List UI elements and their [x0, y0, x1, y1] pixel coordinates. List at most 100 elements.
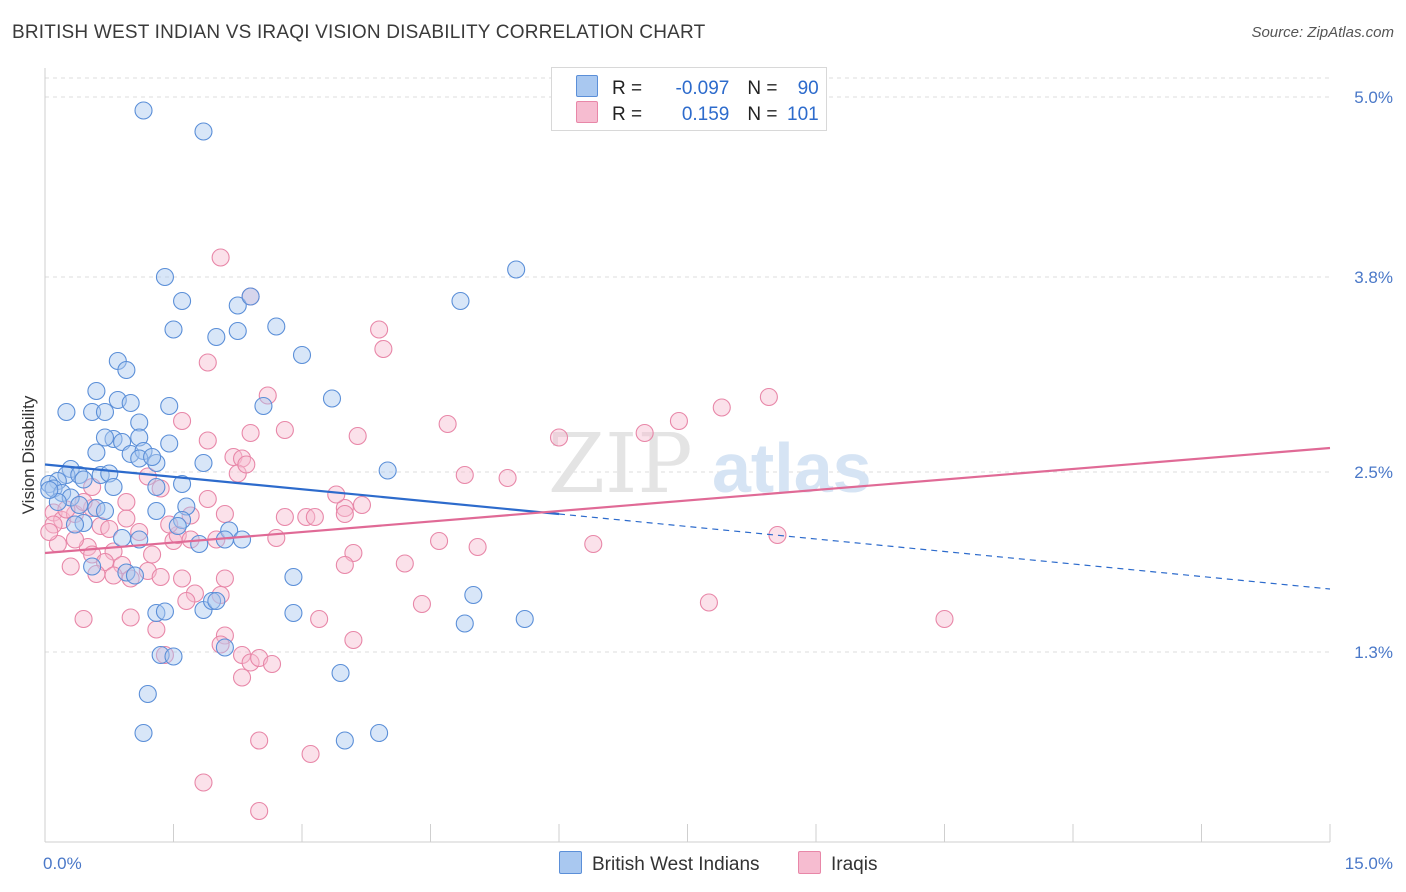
iraqis-point — [232, 668, 252, 687]
iraqis-point — [335, 504, 354, 524]
iraqis-point — [40, 522, 59, 542]
iraqis-point — [173, 411, 192, 431]
iraqis-point — [669, 411, 688, 431]
british-west-indians-point — [284, 603, 303, 623]
legend-row-british-west-indians: R = -0.097 N = 90 — [576, 75, 819, 101]
british-west-indians-point — [130, 413, 149, 432]
source-label: Source: ZipAtlas.com — [1251, 24, 1394, 41]
british-west-indians-point — [87, 443, 106, 462]
british-west-indians-point — [455, 614, 474, 633]
british-west-indians-point — [160, 434, 179, 453]
iraqis-point — [198, 431, 217, 450]
british-west-indians-point — [451, 291, 470, 311]
iraqis-point — [198, 489, 217, 509]
legend-r-label: R = — [612, 78, 648, 99]
iraqis-point — [151, 567, 170, 587]
british-west-indians-point — [95, 501, 115, 521]
iraqis-trend-line — [44, 446, 1331, 555]
iraqis-point — [498, 468, 517, 488]
british-west-indians-point — [194, 453, 213, 473]
zipatlas-watermark: ZIP atlas — [548, 417, 872, 512]
legend-n-value: 101 — [787, 104, 819, 125]
bottom-legend-label: Iraqis — [831, 854, 878, 875]
grid-lines — [45, 77, 1330, 653]
iraqis-point — [275, 420, 294, 440]
british-west-indians-point — [130, 428, 149, 447]
bottom-legend-swatch-pink — [798, 851, 821, 874]
iraqis-point — [117, 492, 136, 512]
british-west-indians-point — [164, 647, 183, 666]
iraqis-point — [374, 339, 393, 359]
iraqis-point — [275, 507, 294, 527]
british-west-indians-points — [40, 101, 534, 750]
x-tick-label-min: 0.0% — [43, 854, 82, 873]
iraqis-point — [215, 504, 234, 524]
legend-n-value: 90 — [797, 78, 819, 99]
legend-swatch-blue — [576, 75, 598, 97]
watermark-atlas: atlas — [712, 429, 872, 507]
iraqis-point — [699, 593, 718, 612]
iraqis-point — [117, 509, 136, 528]
iraqis-point — [584, 534, 603, 554]
british-west-indians-trend-line — [44, 463, 560, 516]
british-west-indians-point — [83, 557, 102, 576]
iraqis-point — [250, 801, 269, 821]
y-tick-label: 2.5% — [1354, 463, 1393, 482]
legend-swatch-pink — [576, 101, 598, 123]
y-tick-labels: 1.3% 2.5% 3.8% 5.0% — [1354, 88, 1393, 662]
iraqis-point — [65, 530, 85, 549]
british-west-indians-point — [207, 327, 226, 347]
legend-r-label: R = — [612, 104, 648, 125]
british-west-indians-point — [147, 501, 166, 521]
legend-n-label: N = — [747, 78, 783, 99]
iraqis-point — [250, 731, 269, 750]
british-west-indians-point — [138, 684, 157, 704]
y-tick-label: 5.0% — [1354, 88, 1393, 107]
british-west-indians-point — [155, 602, 174, 621]
british-west-indians-point — [95, 428, 115, 447]
legend-n-label: N = — [747, 104, 783, 125]
iraqis-point — [635, 423, 654, 443]
legend-row-iraqis: R = 0.159 N = 101 — [576, 101, 819, 127]
iraqis-point — [412, 594, 431, 614]
british-west-indians-point — [507, 260, 526, 279]
iraqis-point — [121, 608, 140, 627]
y-tick-label: 3.8% — [1354, 268, 1393, 287]
british-west-indians-point — [173, 291, 192, 311]
legend-r-value: -0.097 — [675, 78, 730, 99]
british-west-indians-point — [464, 585, 483, 605]
iraqis-point — [310, 609, 329, 629]
trend-lines — [44, 446, 1331, 590]
iraqis-point — [335, 555, 354, 575]
iraqis-point — [241, 653, 260, 672]
iraqis-point — [395, 554, 414, 573]
iraqis-point — [430, 531, 449, 551]
iraqis-point — [237, 455, 256, 474]
iraqis-point — [241, 423, 260, 443]
iraqis-point — [438, 414, 457, 434]
iraqis-point — [305, 507, 324, 527]
iraqis-point — [759, 387, 778, 407]
british-west-indians-point — [87, 381, 106, 401]
iraqis-point — [301, 744, 320, 764]
british-west-indians-point — [164, 320, 183, 339]
iraqis-point — [352, 495, 372, 515]
british-west-indians-point — [241, 287, 260, 306]
iraqis-point — [147, 620, 166, 639]
iraqis-point — [130, 522, 149, 542]
british-west-indians-point — [134, 101, 153, 120]
x-tick-label-max: 15.0% — [1345, 854, 1393, 873]
british-west-indians-point — [194, 122, 213, 141]
iraqis-point — [194, 773, 213, 792]
iraqis-point — [335, 498, 354, 518]
y-tick-label: 1.3% — [1354, 643, 1393, 662]
british-west-indians-point — [143, 447, 162, 467]
bottom-legend-iraqis: Iraqis — [798, 851, 877, 876]
iraqis-point — [468, 537, 487, 557]
british-west-indians-point — [232, 530, 252, 549]
british-west-indians-point — [117, 360, 136, 380]
iraqis-point — [173, 569, 192, 588]
iraqis-point — [177, 591, 196, 611]
british-west-indians-point — [40, 480, 59, 500]
british-west-indians-point — [134, 723, 153, 743]
